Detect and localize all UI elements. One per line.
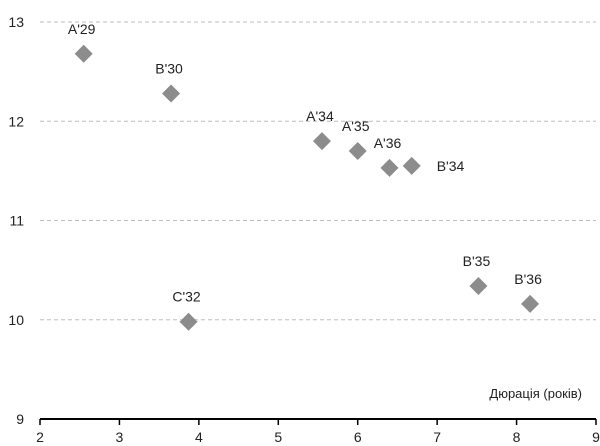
data-point-label-0: A'29 bbox=[68, 21, 96, 37]
data-point-marker-1 bbox=[162, 84, 181, 103]
x-tick-label-7: 7 bbox=[433, 429, 441, 445]
x-axis-ticks: 2 3 4 5 6 7 8 9 bbox=[36, 429, 600, 445]
x-tick-label-5: 5 bbox=[274, 429, 282, 445]
x-tick-label-6: 6 bbox=[354, 429, 362, 445]
y-tick-label-12: 12 bbox=[8, 113, 24, 129]
y-tick-label-13: 13 bbox=[8, 14, 24, 30]
x-axis bbox=[39, 418, 597, 425]
data-point-marker-0 bbox=[74, 44, 93, 63]
x-tick-label-4: 4 bbox=[195, 429, 203, 445]
data-points: A'29 B'30 A'34 A'35A'36 B'34 C'32 B'35 B'36 bbox=[68, 21, 542, 331]
data-point-label-4: A'36 bbox=[374, 135, 402, 151]
data-point-marker-4 bbox=[380, 158, 399, 177]
data-point-label-1: B'30 bbox=[155, 60, 183, 76]
data-point-marker-6 bbox=[179, 312, 198, 331]
x-tick-label-3: 3 bbox=[116, 429, 124, 445]
x-axis-title: Дюрація (років) bbox=[489, 386, 582, 401]
y-tick-label-11: 11 bbox=[9, 213, 24, 229]
data-point-marker-3 bbox=[348, 142, 367, 161]
data-point-label-7: B'35 bbox=[463, 253, 491, 269]
data-point-label-6: C'32 bbox=[172, 289, 201, 305]
data-point-label-3: A'35 bbox=[342, 118, 370, 134]
data-point-marker-8 bbox=[521, 294, 540, 313]
y-tick-label-9: 9 bbox=[16, 411, 24, 427]
y-tick-label-10: 10 bbox=[8, 312, 24, 328]
x-tick-label-2: 2 bbox=[36, 429, 44, 445]
gridlines bbox=[40, 21, 596, 321]
data-point-marker-7 bbox=[469, 277, 488, 296]
y-axis-ticks: 9 10 11 12 13 bbox=[8, 14, 24, 427]
data-point-label-8: B'36 bbox=[514, 271, 542, 287]
data-point-marker-2 bbox=[312, 132, 331, 151]
data-point-marker-5 bbox=[402, 156, 421, 175]
x-tick-label-8: 8 bbox=[513, 429, 521, 445]
x-tick-label-9: 9 bbox=[592, 429, 600, 445]
data-point-label-2: A'34 bbox=[306, 108, 334, 124]
data-point-label-5: B'34 bbox=[437, 158, 465, 174]
